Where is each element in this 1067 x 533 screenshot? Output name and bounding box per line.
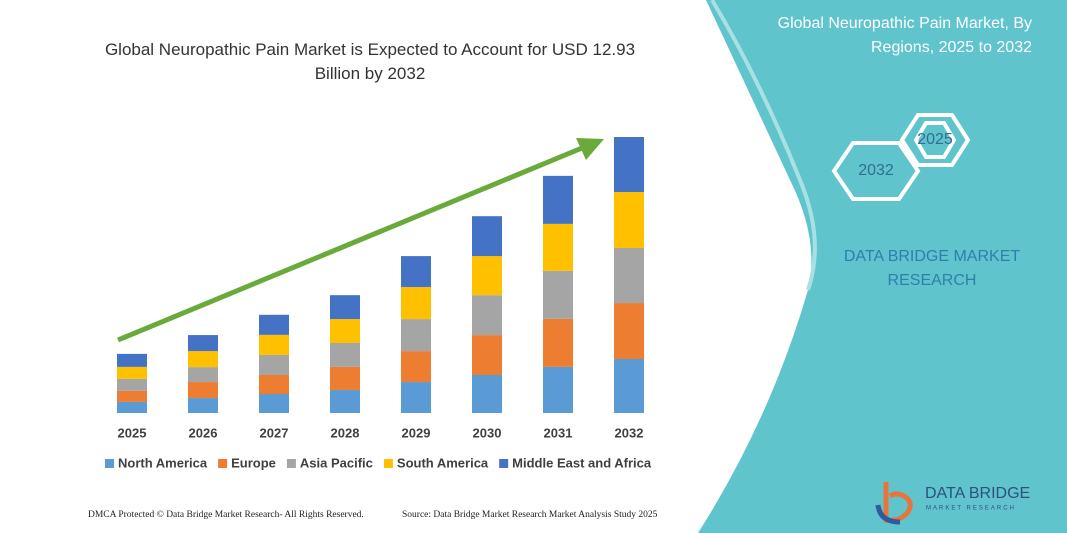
footer-rights: DMCA Protected © Data Bridge Market Rese… (88, 509, 364, 520)
x-tick-label: 2028 (331, 425, 360, 440)
bar-segment (117, 353, 147, 367)
x-tick-label: 2027 (260, 425, 289, 440)
bar-segment (259, 394, 289, 413)
brand: DATA BRIDGE MARKET RESEARCH (843, 248, 1021, 289)
bar-segment (259, 375, 289, 395)
bar-segment (472, 335, 502, 376)
bar-segment (188, 335, 218, 352)
bar-segment (188, 398, 218, 413)
legend-label: Asia Pacific (300, 455, 373, 470)
bar-segment (614, 303, 644, 359)
panel-title: Global Neuropathic Pain Market, By Regio… (777, 15, 1032, 56)
bar-segment (401, 287, 431, 320)
x-tick-label: 2031 (544, 425, 573, 440)
bar-segment (401, 256, 431, 288)
x-tick-label: 2032 (615, 425, 644, 440)
bar-segment (117, 401, 147, 413)
bar-segment (188, 367, 218, 383)
legend-swatch (105, 459, 114, 468)
hexagon-label: 2025 (917, 131, 953, 148)
bar-segment (472, 216, 502, 257)
legend-label: South America (397, 455, 489, 470)
panel-edge (710, 0, 817, 291)
hexagon (913, 121, 957, 159)
bar-segment (117, 390, 147, 402)
legend-swatch (383, 459, 393, 468)
bar-segment (330, 342, 360, 367)
hexagon (899, 113, 971, 167)
x-tick-label: 2025 (118, 425, 147, 440)
bar-segment (401, 351, 431, 383)
bar-segment (543, 318, 573, 367)
bar-segment (543, 366, 573, 413)
bar-segment (543, 223, 573, 271)
side-panel (698, 0, 1067, 533)
chart-title: Global Neuropathic Pain Market is Expect… (104, 40, 636, 83)
bar-segment (543, 270, 573, 319)
arrow-head (576, 138, 604, 160)
bar-segment (614, 192, 644, 248)
bar-segment (259, 334, 289, 355)
legend-label: Europe (231, 455, 276, 470)
bar-segment (330, 295, 360, 320)
bar-segment (259, 314, 289, 335)
bar-segment (472, 375, 502, 413)
bar-segment (117, 378, 147, 391)
legend-label: North America (118, 455, 208, 470)
legend-swatch (218, 459, 228, 468)
bar-segment (330, 366, 360, 390)
bar-segment (188, 351, 218, 368)
bar-segment (188, 382, 218, 399)
bar-segment (259, 354, 289, 376)
bar-segment (614, 137, 644, 193)
trend-arrow (117, 145, 583, 343)
bar-segment (614, 358, 644, 413)
hexagon-label: 2032 (858, 162, 894, 179)
legend-swatch (499, 459, 509, 468)
bar-segment (330, 389, 360, 413)
legend-label: Middle East and Africa (512, 455, 652, 470)
hexagon (831, 141, 921, 201)
footer-source: Source: Data Bridge Market Research Mark… (402, 510, 658, 520)
bar-segment (330, 319, 360, 343)
x-tick-label: 2026 (189, 425, 218, 440)
legend-swatch (286, 459, 296, 468)
logo-name: DATA BRIDGE (925, 485, 1030, 502)
bar-segment (472, 256, 502, 296)
bar-segment (614, 247, 644, 304)
bar-segment (117, 366, 147, 379)
logo-icon (875, 504, 901, 525)
x-tick-label: 2029 (402, 425, 431, 440)
bar-segment (543, 175, 573, 224)
bar-segment (401, 382, 431, 413)
logo-tagline: MARKET RESEARCH (926, 506, 1016, 512)
bar-segment (401, 319, 431, 352)
bar-segment (472, 295, 502, 336)
x-tick-label: 2030 (473, 425, 502, 440)
